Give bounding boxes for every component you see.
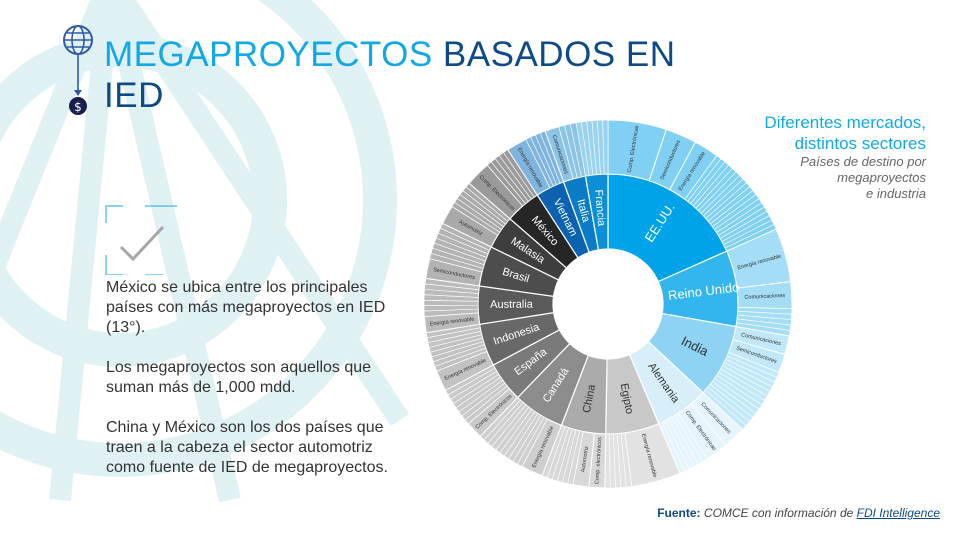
checkmark-icon (105, 205, 177, 280)
country-label: Francia (592, 189, 607, 227)
page-title: MEGAPROYECTOS BASADOS EN IED (104, 34, 676, 116)
paragraph-automotive: China y México son los dos países que tr… (106, 419, 388, 476)
body-text: México se ubica entre los principales pa… (106, 278, 406, 498)
country-label: Australia (490, 299, 534, 311)
chart-subtitle-line3: e industria (866, 186, 926, 201)
svg-text:$: $ (74, 100, 82, 114)
source-text: COMCE con información de (700, 506, 857, 520)
chart-heading-line1: Diferentes mercados, (764, 113, 926, 132)
sector-label: Energía renovable (429, 317, 474, 328)
country-label: China (581, 383, 598, 414)
chart-subtitle-line1: Países de destino por (800, 154, 926, 169)
sector-label: Automotriz (580, 446, 590, 473)
source-label: Fuente: (657, 506, 701, 520)
globe-dollar-icon: $ (60, 24, 100, 125)
chart-heading: Diferentes mercados, distintos sectores (764, 112, 926, 154)
title-highlight: MEGAPROYECTOS (104, 35, 433, 74)
chart-subtitle-line2: megaproyectos (837, 170, 926, 185)
title-rest: BASADOS EN (432, 35, 676, 74)
paragraph-ranking: México se ubica entre los principales pa… (106, 279, 386, 336)
country-label: Egipto (618, 382, 636, 415)
chart-subtitle: Países de destino por megaproyectos e in… (800, 154, 926, 202)
source-link[interactable]: FDI Intelligence (856, 506, 940, 520)
chart-heading-line2: distintos sectores (794, 134, 926, 153)
title-line2: IED (104, 76, 164, 115)
sector-label: Comunicaciones (744, 293, 785, 301)
sector-segment (602, 119, 609, 175)
paragraph-definition: Los megaproyectos son aquellos que suman… (106, 359, 372, 396)
source-note: Fuente: COMCE con información de FDI Int… (657, 506, 940, 520)
sector-label: Comp. electrónicos (594, 437, 603, 485)
